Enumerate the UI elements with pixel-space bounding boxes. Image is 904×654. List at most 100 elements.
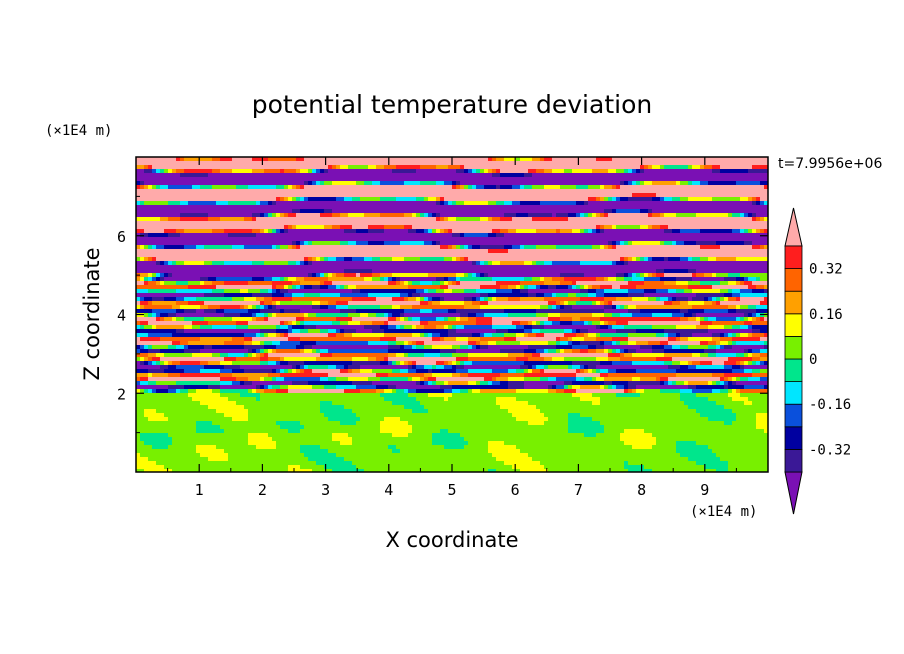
field-cell — [684, 241, 689, 246]
field-cell — [280, 225, 285, 230]
field-cell — [164, 205, 169, 210]
field-cell — [408, 177, 413, 182]
field-cell — [260, 213, 265, 218]
field-cell — [504, 245, 509, 250]
field-cell — [316, 249, 321, 254]
field-cell — [220, 161, 225, 166]
field-cell — [596, 193, 601, 198]
field-cell — [756, 249, 761, 254]
field-cell — [636, 181, 641, 186]
field-cell — [628, 233, 633, 238]
field-cell — [168, 221, 173, 226]
field-cell — [732, 189, 737, 194]
field-cell — [428, 265, 433, 270]
field-cell — [168, 169, 173, 174]
field-cell — [532, 193, 537, 198]
field-cell — [240, 205, 245, 210]
field-cell — [568, 229, 573, 234]
field-cell — [692, 257, 697, 262]
field-cell — [188, 201, 193, 206]
field-cell — [460, 173, 465, 178]
field-cell — [176, 265, 181, 270]
field-cell — [292, 273, 297, 278]
field-cell — [556, 213, 561, 218]
field-cell — [304, 221, 309, 226]
field-cell — [340, 257, 345, 262]
field-cell — [500, 185, 505, 190]
field-cell — [316, 233, 321, 238]
field-cell — [328, 189, 333, 194]
field-cell — [208, 277, 213, 282]
field-cell — [380, 197, 385, 202]
field-cell — [604, 217, 609, 222]
field-cell — [156, 197, 161, 202]
field-cell — [200, 253, 205, 258]
field-cell — [212, 189, 217, 194]
field-cell — [248, 217, 253, 222]
field-cell — [432, 225, 437, 230]
field-cell — [408, 161, 413, 166]
field-cell — [348, 189, 353, 194]
field-cell — [452, 229, 457, 234]
field-cell — [636, 233, 641, 238]
field-cell — [252, 229, 257, 234]
field-cell — [580, 241, 585, 246]
field-cell — [416, 253, 421, 258]
field-cell — [528, 229, 533, 234]
field-cell — [736, 157, 741, 162]
field-cell — [460, 245, 465, 250]
field-cell — [148, 281, 153, 286]
field-cell — [716, 261, 721, 266]
field-cell — [464, 241, 469, 246]
field-cell — [152, 185, 157, 190]
field-cell — [216, 217, 221, 222]
field-cell — [452, 185, 457, 190]
field-cell — [272, 181, 277, 186]
field-cell — [388, 261, 393, 266]
field-cell — [516, 229, 521, 234]
field-cell — [764, 257, 768, 262]
field-cell — [588, 189, 593, 194]
field-cell — [292, 181, 297, 186]
field-cell — [416, 237, 421, 242]
field-cell — [536, 261, 541, 266]
field-cell — [168, 181, 173, 186]
field-cell — [548, 201, 553, 206]
field-cell — [288, 193, 293, 198]
field-cell — [272, 161, 277, 166]
field-cell — [372, 197, 377, 202]
field-cell — [672, 157, 677, 162]
field-cell — [392, 193, 397, 198]
field-cell — [144, 241, 149, 246]
field-cell — [532, 201, 537, 206]
field-cell — [268, 185, 273, 190]
field-cell — [472, 273, 477, 278]
field-cell — [600, 197, 605, 202]
field-cell — [640, 193, 645, 198]
field-cell — [300, 241, 305, 246]
field-cell — [380, 233, 385, 238]
field-cell — [264, 205, 269, 210]
field-cell — [664, 185, 669, 190]
field-cell — [608, 273, 613, 278]
field-cell — [312, 253, 317, 258]
field-cell — [440, 221, 445, 226]
field-cell — [184, 209, 189, 214]
field-cell — [404, 209, 409, 214]
field-cell — [164, 237, 169, 242]
field-cell — [624, 201, 629, 206]
field-cell — [256, 269, 261, 274]
field-cell — [540, 173, 545, 178]
field-cell — [616, 189, 621, 194]
field-cell — [284, 229, 289, 234]
field-cell — [548, 225, 553, 230]
field-cell — [156, 193, 161, 198]
field-cell — [236, 257, 241, 262]
field-cell — [208, 257, 213, 262]
field-cell — [412, 189, 417, 194]
field-cell — [408, 253, 413, 258]
field-cell — [292, 193, 297, 198]
field-cell — [396, 173, 401, 178]
field-cell — [704, 233, 709, 238]
field-cell — [604, 273, 609, 278]
